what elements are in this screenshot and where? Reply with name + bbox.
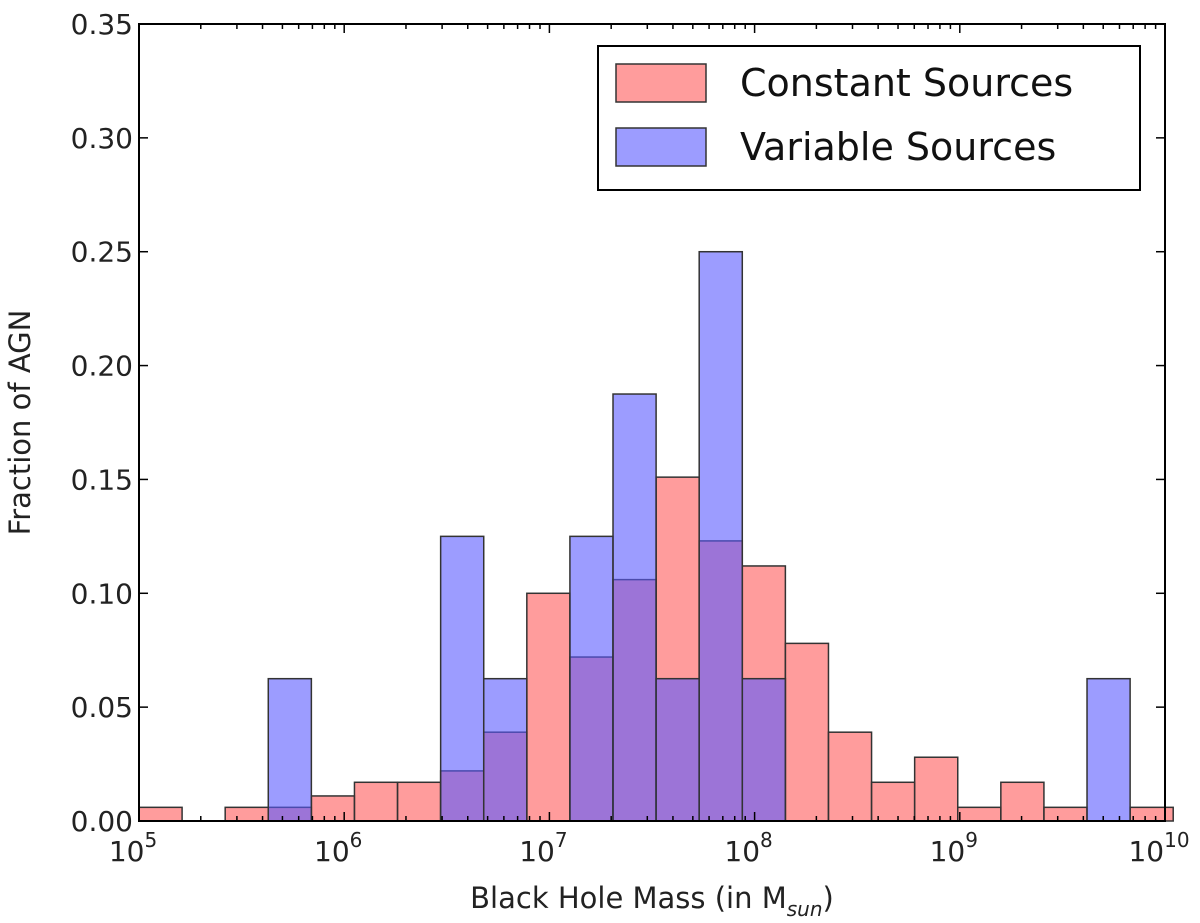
variable-bar-2 bbox=[482, 677, 528, 822]
legend-swatch-variable bbox=[615, 127, 707, 167]
constant-bar-18 bbox=[956, 806, 1002, 822]
variable-bar-4 bbox=[612, 393, 657, 822]
y-tick-label-2: 0.10 bbox=[71, 577, 133, 610]
legend-label-constant: Constant Sources bbox=[740, 61, 1073, 105]
x-tick-label-3: 108 bbox=[724, 828, 772, 868]
constant-bar-16 bbox=[870, 781, 916, 822]
variable-bar-1 bbox=[439, 535, 485, 822]
constant-bar-20 bbox=[1043, 806, 1088, 822]
legend-swatch-constant bbox=[615, 63, 707, 103]
variable-sources-bars bbox=[267, 250, 1131, 822]
x-tick-label-1: 106 bbox=[314, 828, 362, 868]
constant-bar-14 bbox=[784, 642, 830, 822]
y-tick-label-0: 0.00 bbox=[71, 805, 133, 838]
variable-bar-5 bbox=[655, 677, 700, 822]
legend-label-variable: Variable Sources bbox=[740, 125, 1056, 169]
x-axis-title: Black Hole Mass (in Msun) bbox=[470, 881, 834, 921]
variable-bar-3 bbox=[569, 535, 614, 822]
constant-bar-3 bbox=[310, 795, 356, 822]
variable-bar-0 bbox=[267, 677, 313, 822]
y-axis-title: Fraction of AGN bbox=[3, 310, 37, 536]
x-tick-labels: 105 106 107 108 109 1010 bbox=[109, 828, 1190, 868]
constant-bar-21 bbox=[1129, 806, 1174, 822]
x-axis-title-close: ) bbox=[823, 881, 834, 915]
axis-ticks bbox=[138, 23, 1166, 822]
y-tick-label-1: 0.05 bbox=[71, 691, 133, 724]
y-tick-label-5: 0.25 bbox=[71, 236, 133, 269]
constant-bar-5 bbox=[396, 781, 442, 822]
constant-bar-19 bbox=[1000, 781, 1045, 822]
constant-bar-15 bbox=[827, 731, 873, 822]
x-tick-label-5: 1010 bbox=[1128, 828, 1189, 868]
variable-bar-8 bbox=[1086, 677, 1131, 822]
constant-bar-17 bbox=[913, 756, 959, 822]
constant-bar-4 bbox=[353, 781, 399, 822]
legend: Constant Sources Variable Sources bbox=[597, 45, 1141, 191]
plot-frame bbox=[138, 23, 1166, 822]
y-tick-label-7: 0.35 bbox=[71, 8, 133, 41]
y-tick-label-6: 0.30 bbox=[71, 122, 133, 155]
x-axis-title-subscript: sun bbox=[787, 897, 823, 921]
x-tick-label-4: 109 bbox=[930, 828, 978, 868]
x-tick-label-0: 105 bbox=[109, 828, 157, 868]
y-tick-labels: 0.00 0.05 0.10 0.15 0.20 0.25 0.30 0.35 bbox=[71, 8, 133, 838]
constant-bar-0 bbox=[138, 806, 183, 822]
constant-bar-8 bbox=[526, 592, 571, 822]
variable-bar-7 bbox=[741, 677, 787, 822]
variable-bar-6 bbox=[698, 250, 744, 822]
y-tick-label-3: 0.15 bbox=[71, 463, 133, 496]
y-tick-label-4: 0.20 bbox=[71, 350, 133, 383]
x-tick-label-2: 107 bbox=[519, 828, 567, 868]
